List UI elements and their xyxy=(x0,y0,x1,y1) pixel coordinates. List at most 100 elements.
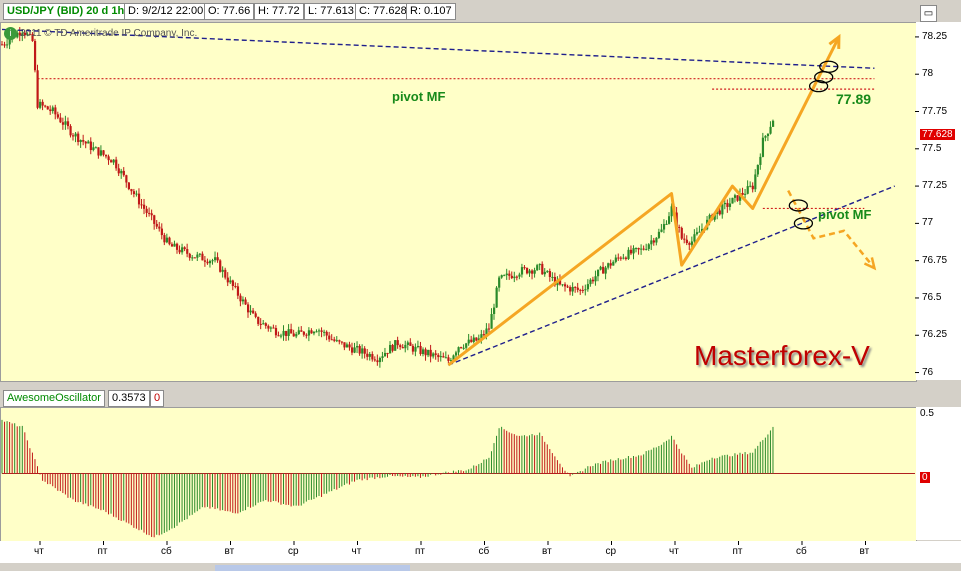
candle-body xyxy=(330,339,333,341)
candle-body xyxy=(137,193,141,205)
candle-body xyxy=(368,354,371,357)
candle-body xyxy=(224,269,227,278)
copyright-text: 2011 © TD Ameritrade IP Company, Inc. xyxy=(20,28,198,39)
candle-body xyxy=(622,257,625,259)
candle-body xyxy=(18,32,21,36)
candle-body xyxy=(338,340,341,342)
candle-body xyxy=(584,289,587,291)
candle-body xyxy=(8,39,11,45)
candle-body xyxy=(700,228,704,232)
candle-body xyxy=(444,357,448,359)
candle-body xyxy=(287,329,290,336)
candle-body xyxy=(571,286,574,292)
candle-body xyxy=(427,349,430,356)
candle-body xyxy=(343,342,346,348)
oscillator-name: AwesomeOscillator xyxy=(3,390,105,407)
candle-body xyxy=(551,276,554,278)
candle-body xyxy=(756,164,759,175)
candle-body xyxy=(569,287,572,292)
candle-body xyxy=(257,316,260,324)
candle-body xyxy=(51,107,54,112)
price-panel xyxy=(0,22,917,382)
candle-body xyxy=(155,223,158,227)
candle-body xyxy=(39,101,42,108)
candle-body xyxy=(274,328,278,336)
time-tick-label: чт xyxy=(351,546,362,557)
info-icon[interactable]: i xyxy=(4,27,17,40)
candle-body xyxy=(771,120,775,127)
candle-body xyxy=(546,271,549,273)
candle-body xyxy=(721,204,724,215)
candle-body xyxy=(221,269,224,272)
scrollbar-track[interactable] xyxy=(0,563,961,571)
candle-body xyxy=(465,343,468,348)
candle-body xyxy=(356,345,359,348)
candle-body xyxy=(396,340,399,346)
candle-body xyxy=(536,265,539,271)
candle-body xyxy=(541,263,544,275)
candle-body xyxy=(632,248,635,254)
candle-body xyxy=(112,159,115,163)
price-tick-label: 77.5 xyxy=(922,142,942,154)
time-tick-label: сб xyxy=(478,546,490,557)
candle-body xyxy=(693,234,696,242)
high-readout: H: 77.72 xyxy=(254,3,304,20)
candle-body xyxy=(746,186,749,194)
candle-body xyxy=(751,185,754,190)
candle-body xyxy=(54,107,57,115)
candle-body xyxy=(241,299,245,302)
candle-body xyxy=(596,269,600,277)
candle-body xyxy=(264,323,267,326)
candle-body xyxy=(132,191,136,195)
candle-body xyxy=(208,260,212,264)
candle-body xyxy=(66,121,70,127)
candle-body xyxy=(143,204,146,209)
candle-body xyxy=(564,284,567,287)
candle-body xyxy=(683,238,686,240)
candle-body xyxy=(84,141,87,144)
candle-body xyxy=(366,353,369,357)
candle-body xyxy=(508,273,511,276)
candle-body xyxy=(178,249,181,253)
candle-body xyxy=(439,356,442,358)
candle-body xyxy=(252,310,255,314)
candle-body xyxy=(642,248,645,250)
candle-body xyxy=(244,299,247,305)
candle-body xyxy=(401,347,404,349)
candle-body xyxy=(754,174,757,190)
candle-body xyxy=(678,226,681,228)
candle-body xyxy=(41,101,44,106)
candle-body xyxy=(350,347,354,353)
candle-body xyxy=(170,244,174,247)
candle-body xyxy=(607,263,610,268)
candle-body xyxy=(89,141,92,151)
candle-body xyxy=(102,150,105,155)
candle-body xyxy=(617,257,620,259)
candle-body xyxy=(262,323,265,325)
candle-body xyxy=(16,32,19,38)
scrollbar-thumb[interactable] xyxy=(215,565,410,571)
time-tick-label: ср xyxy=(288,546,299,557)
candle-body xyxy=(272,327,275,329)
candle-body xyxy=(206,261,209,264)
candle-body xyxy=(599,266,602,270)
maximize-icon[interactable]: ▭ xyxy=(920,5,937,22)
candle-body xyxy=(723,202,726,205)
candle-body xyxy=(480,334,483,339)
candle-body xyxy=(690,241,694,245)
candle-body xyxy=(759,156,762,165)
oscillator-zero-tag: 0 xyxy=(920,472,930,483)
candle-body xyxy=(627,249,630,259)
candle-body xyxy=(145,208,148,213)
candle-body xyxy=(434,353,437,355)
candle-body xyxy=(345,344,349,348)
candle-body xyxy=(310,330,313,334)
candle-body xyxy=(130,189,133,192)
candle-body xyxy=(487,328,491,330)
candle-body xyxy=(602,266,605,274)
alternate-arrow-head xyxy=(863,257,877,271)
candle-body xyxy=(122,170,125,176)
candle-body xyxy=(99,150,103,156)
candle-body xyxy=(749,185,752,187)
price-tick-label: 77.75 xyxy=(922,105,948,117)
